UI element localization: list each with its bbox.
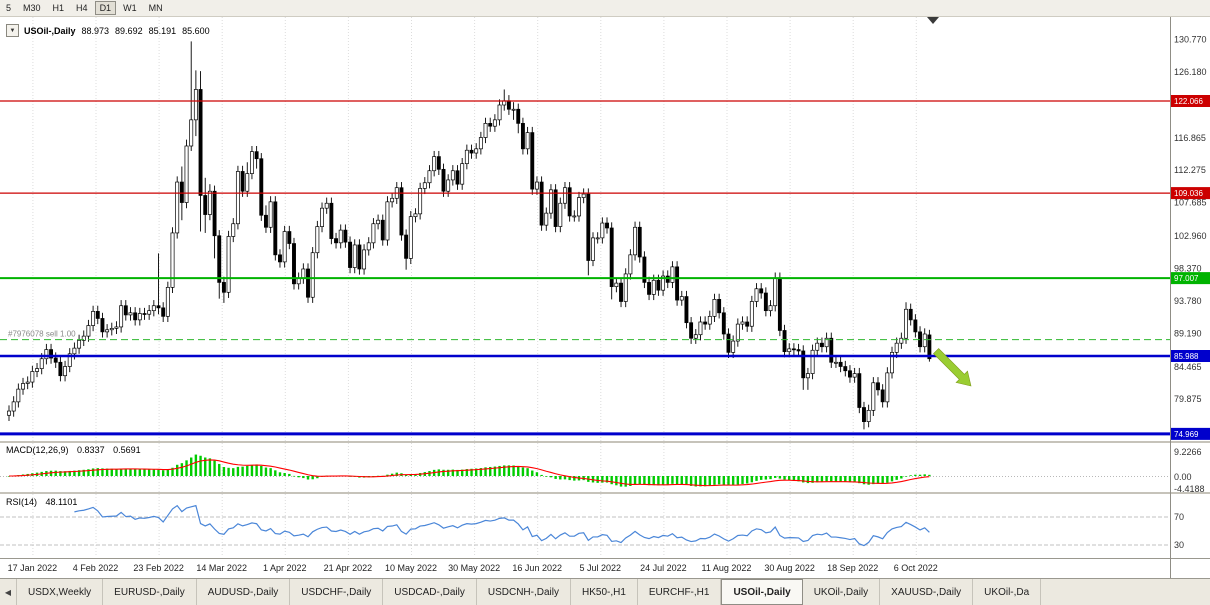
quote-low: 85.191 [148,25,177,36]
time-axis[interactable]: 17 Jan 2022 4 Feb 2022 23 Feb 2022 14 Mar 2… [8,563,938,573]
svg-text:9.2266: 9.2266 [1174,447,1202,457]
timeframe-button-w1[interactable]: W1 [123,3,137,13]
svg-text:0.00: 0.00 [1174,472,1192,482]
svg-text:112.275: 112.275 [1174,165,1206,175]
rsi-name: RSI(14) [6,497,38,507]
timeframe-button-mn[interactable]: MN [148,3,163,13]
rsi-value: 48.1101 [45,497,78,507]
svg-text:85.988: 85.988 [1174,352,1199,361]
timeframe-button-m30[interactable]: M30 [23,3,41,13]
quote-high: 89.692 [115,25,143,36]
tab-usdcnh-daily[interactable]: USDCNH-,Daily [477,579,571,605]
quote-open: 88.973 [81,25,110,36]
rsi-line [74,504,930,547]
chart-shift-marker [927,17,939,24]
order-label: #7976078 sell 1.00 [8,330,76,339]
macd-signal-value: 0.5691 [113,445,141,455]
timeframe-toolbar: 5 M30 H1 H4 D1 W1 MN [0,0,1210,17]
tab-eurchf-h1[interactable]: EURCHF-,H1 [638,579,722,605]
tab-ukoil-daily[interactable]: UKOil-,Daily [803,579,881,605]
svg-text:11 Aug 2022: 11 Aug 2022 [702,563,752,573]
symbol-dropdown-button[interactable]: ▼ [6,24,19,37]
svg-text:24 Jul 2022: 24 Jul 2022 [640,563,687,573]
svg-text:107.685: 107.685 [1174,198,1207,208]
tab-hk50-h1[interactable]: HK50-,H1 [571,579,638,605]
svg-text:5 Jul 2022: 5 Jul 2022 [580,563,622,573]
timeframe-button-h4[interactable]: H4 [76,3,88,13]
tabbar-scroll-left-button[interactable]: ◀ [0,579,17,605]
svg-text:16 Jun 2022: 16 Jun 2022 [512,563,562,573]
svg-text:30: 30 [1174,540,1184,550]
svg-text:18 Sep 2022: 18 Sep 2022 [827,563,878,573]
chart-tabs: USDX,Weekly EURUSD-,Daily AUDUSD-,Daily USD… [17,579,1042,605]
svg-text:93.780: 93.780 [1174,296,1202,306]
price-axis[interactable]: 130.770 126.180 116.865 112.275 107.685 102.9… [1174,34,1207,404]
svg-text:109.036: 109.036 [1174,189,1203,198]
panel-separator[interactable] [0,492,1210,494]
timeframe-button-h1[interactable]: H1 [52,3,65,13]
tab-ukoil-da[interactable]: UKOil-,Da [973,579,1042,605]
svg-text:30 Aug 2022: 30 Aug 2022 [764,563,815,573]
svg-text:1 Apr 2022: 1 Apr 2022 [263,563,307,573]
rsi-label: RSI(14) 48.1101 [6,497,77,507]
svg-text:14 Mar 2022: 14 Mar 2022 [196,563,247,573]
macd-value: 0.8337 [77,445,105,455]
candlestick-series [7,41,932,430]
panel-separator[interactable] [0,441,1210,443]
tab-usdchf-daily[interactable]: USDCHF-,Daily [290,579,384,605]
svg-text:84.465: 84.465 [1174,362,1202,372]
tab-xauusd-daily[interactable]: XAUUSD-,Daily [880,579,974,605]
svg-text:4 Feb 2022: 4 Feb 2022 [73,563,119,573]
svg-text:122.066: 122.066 [1174,97,1203,106]
macd-label: MACD(12,26,9) 0.8337 0.5691 [6,445,141,455]
svg-text:70: 70 [1174,512,1184,522]
price-axis-badges: 122.066 109.036 97.007 85.988 74.969 [1171,95,1210,440]
chart-tabbar: ◀ USDX,Weekly EURUSD-,Daily AUDUSD-,Daily U… [0,578,1210,605]
timeframe-button-d1[interactable]: D1 [94,1,117,15]
svg-text:79.875: 79.875 [1174,394,1202,404]
svg-text:-4.4188: -4.4188 [1174,484,1205,494]
svg-text:126.180: 126.180 [1174,67,1207,77]
tab-eurusd-daily[interactable]: EURUSD-,Daily [103,579,197,605]
macd-name: MACD(12,26,9) [6,445,69,455]
quote-close: 85.600 [182,25,210,36]
chart-quote-line: ▼ USOil-,Daily 88.973 89.692 85.191 85.6… [6,24,210,37]
svg-text:130.770: 130.770 [1174,34,1207,44]
tab-usdx-weekly[interactable]: USDX,Weekly [17,579,104,605]
svg-text:30 May 2022: 30 May 2022 [448,563,500,573]
svg-text:10 May 2022: 10 May 2022 [385,563,437,573]
svg-text:102.960: 102.960 [1174,231,1207,241]
chart-symbol-title: USOil-,Daily [24,25,76,36]
svg-text:21 Apr 2022: 21 Apr 2022 [324,563,373,573]
svg-text:89.190: 89.190 [1174,328,1202,338]
svg-text:74.969: 74.969 [1174,430,1199,439]
tab-usoil-daily[interactable]: USOil-,Daily [721,579,803,605]
macd-signal-line [8,459,930,487]
timeframe-button-5[interactable]: 5 [6,3,12,13]
svg-text:97.007: 97.007 [1174,274,1199,283]
svg-text:6 Oct 2022: 6 Oct 2022 [894,563,938,573]
sell-arrow-object[interactable] [933,348,972,387]
timeframe-buttons: 5 M30 H1 H4 D1 W1 MN [0,0,169,16]
macd-axis[interactable]: 9.2266 0.00 -4.4188 [1174,447,1205,494]
svg-text:17 Jan 2022: 17 Jan 2022 [8,563,58,573]
svg-text:116.865: 116.865 [1174,133,1206,143]
svg-text:23 Feb 2022: 23 Feb 2022 [133,563,184,573]
tab-usdcad-daily[interactable]: USDCAD-,Daily [383,579,477,605]
svg-text:98.370: 98.370 [1174,263,1202,273]
rsi-axis[interactable]: 70 30 [1174,512,1184,550]
tab-audusd-daily[interactable]: AUDUSD-,Daily [197,579,291,605]
